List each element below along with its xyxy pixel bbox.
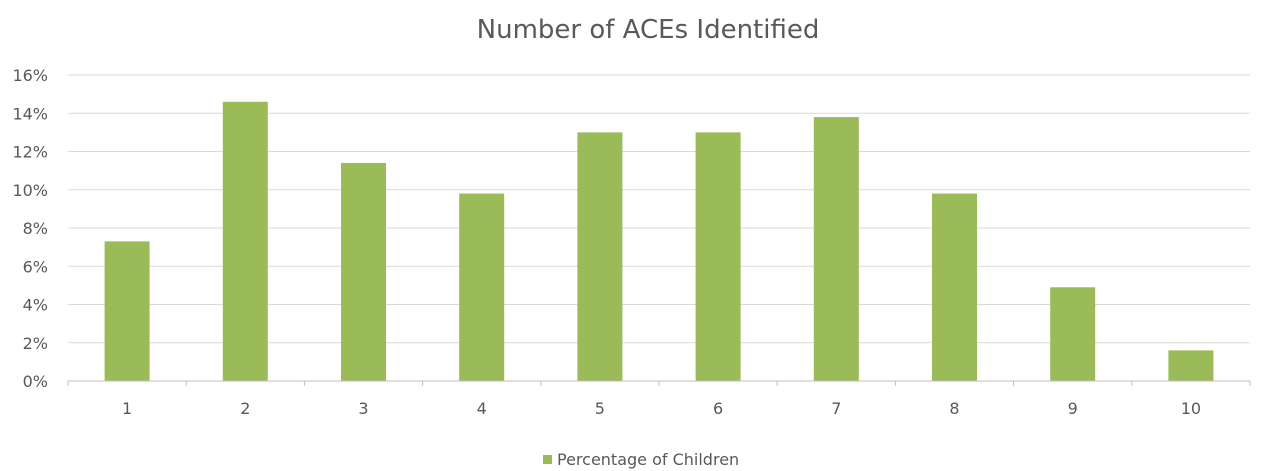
legend-label: Percentage of Children — [557, 450, 739, 469]
bar — [1050, 287, 1096, 381]
x-tick-label: 5 — [595, 399, 605, 418]
y-tick-label: 10% — [12, 181, 48, 200]
x-tick-label: 7 — [831, 399, 841, 418]
bar — [1168, 350, 1214, 381]
bar — [459, 193, 505, 381]
x-axis: 1 2 3 4 5 6 7 8 9 10 — [67, 380, 1251, 418]
y-tick-label: 14% — [12, 104, 48, 123]
bars — [104, 101, 1214, 382]
y-axis-ticks: 0% 2% 4% 6% 8% 10% 12% 14% 16% — [12, 66, 48, 391]
x-tick-label: 8 — [949, 399, 959, 418]
bar — [341, 162, 386, 381]
bar — [577, 132, 623, 381]
x-tick-label: 2 — [240, 399, 250, 418]
y-tick-label: 0% — [23, 372, 48, 391]
x-tick-label: 3 — [358, 399, 368, 418]
y-tick-label: 16% — [12, 66, 48, 85]
bar — [813, 117, 859, 381]
bar — [222, 101, 268, 382]
bar — [932, 193, 977, 381]
y-tick-label: 8% — [23, 219, 48, 238]
legend: Percentage of Children — [543, 450, 739, 469]
y-tick-label: 6% — [23, 257, 48, 276]
bar — [104, 241, 150, 381]
y-tick-label: 12% — [12, 143, 48, 162]
x-tick-label: 1 — [122, 399, 132, 418]
legend-swatch — [543, 455, 552, 464]
x-tick-label: 6 — [713, 399, 723, 418]
x-tick-label: 10 — [1181, 399, 1201, 418]
x-tick-label: 9 — [1068, 399, 1078, 418]
y-tick-label: 2% — [23, 334, 48, 353]
x-tick-label: 4 — [477, 399, 487, 418]
bar — [695, 132, 741, 381]
y-tick-label: 4% — [23, 296, 48, 315]
chart-title: Number of ACEs Identified — [477, 15, 820, 45]
